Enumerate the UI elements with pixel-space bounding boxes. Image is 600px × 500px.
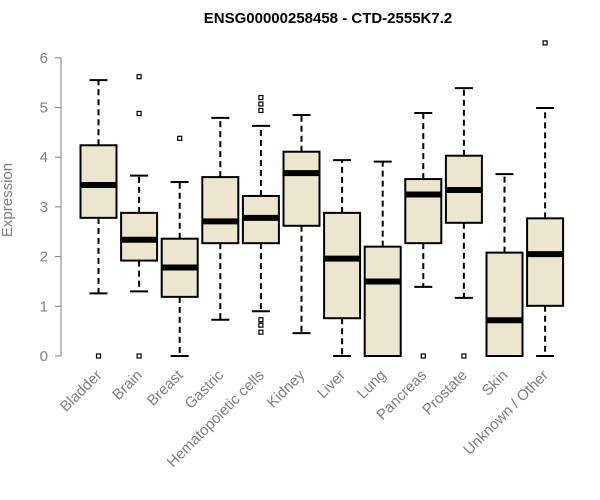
box-gastric bbox=[201, 116, 240, 321]
outlier-point bbox=[136, 353, 142, 359]
y-tick-label: 4 bbox=[40, 149, 48, 166]
y-tick-label: 0 bbox=[40, 348, 48, 365]
outlier-point bbox=[136, 74, 142, 80]
iqr-box bbox=[79, 144, 118, 219]
box-prostate bbox=[444, 87, 483, 359]
box-liver bbox=[323, 159, 362, 357]
x-category-label: Bladder bbox=[57, 367, 106, 416]
outlier-point bbox=[420, 353, 426, 359]
box-breast bbox=[160, 135, 199, 357]
y-axis: 0 1 2 3 4 5 6 bbox=[40, 50, 62, 365]
x-category-label: Prostate bbox=[419, 367, 471, 419]
outlier-point bbox=[136, 110, 142, 117]
y-tick-label: 5 bbox=[40, 100, 48, 117]
x-category-label: Skin bbox=[479, 367, 512, 400]
iqr-box bbox=[363, 245, 402, 357]
box-brain bbox=[120, 74, 159, 359]
outlier-point bbox=[542, 40, 548, 46]
x-category-label: Breast bbox=[144, 366, 187, 409]
box-bladder bbox=[79, 79, 118, 359]
y-axis-title: Expression bbox=[0, 163, 16, 237]
x-category-label: Kidney bbox=[264, 366, 309, 411]
outlier-point bbox=[258, 329, 264, 335]
x-category-label: Liver bbox=[314, 367, 349, 402]
outlier-point bbox=[258, 107, 264, 114]
iqr-box bbox=[404, 178, 443, 245]
x-category-label: Brain bbox=[109, 367, 146, 404]
outlier-point bbox=[461, 353, 467, 359]
y-tick-label: 3 bbox=[40, 199, 48, 216]
y-tick-label: 2 bbox=[40, 249, 48, 266]
iqr-box bbox=[485, 251, 524, 357]
outlier-point bbox=[177, 135, 183, 141]
outlier-point bbox=[258, 317, 264, 323]
plot-area bbox=[79, 40, 565, 359]
outlier-point bbox=[258, 94, 264, 101]
iqr-box bbox=[323, 211, 362, 320]
y-tick-label: 6 bbox=[40, 50, 48, 67]
iqr-box bbox=[201, 176, 240, 245]
outlier-point bbox=[258, 101, 264, 107]
box-hematopoietic-cells bbox=[241, 94, 280, 335]
box-kidney bbox=[282, 113, 321, 335]
box-pancreas bbox=[404, 111, 443, 359]
box-skin bbox=[485, 173, 524, 357]
x-category-label: Lung bbox=[354, 367, 390, 403]
box-unknown-other bbox=[526, 40, 565, 357]
box-lung bbox=[363, 160, 402, 357]
outlier-point bbox=[95, 353, 102, 359]
iqr-box bbox=[282, 150, 321, 227]
outlier-point bbox=[258, 322, 264, 328]
chart-title: ENSG00000258458 - CTD-2555K7.2 bbox=[204, 10, 452, 27]
iqr-box bbox=[526, 217, 565, 307]
y-tick-label: 1 bbox=[40, 298, 48, 315]
